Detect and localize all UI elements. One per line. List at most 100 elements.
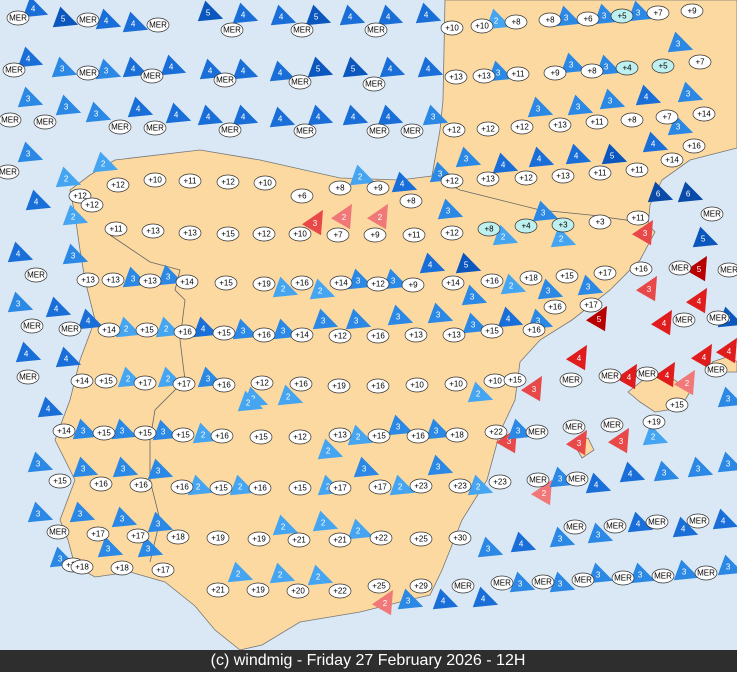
- wind-speed: 3: [104, 66, 109, 75]
- arrow-shape: [377, 104, 404, 126]
- arrow-shape: [419, 252, 446, 274]
- wind-speed: 3: [726, 562, 731, 571]
- wind-speed: 4: [241, 66, 246, 75]
- temp-oval: [588, 214, 612, 230]
- temp-label: MER: [143, 72, 161, 81]
- temp-label: +12: [445, 177, 459, 186]
- temp-oval: [585, 114, 609, 130]
- temp-oval: [46, 524, 70, 540]
- arrow-shape: [95, 58, 122, 80]
- temp-oval: [367, 578, 391, 594]
- wind-speed: 2: [356, 526, 361, 535]
- wind-speed: 5: [61, 14, 66, 23]
- wind-arrow: 3: [427, 454, 454, 476]
- wind-speed: 2: [201, 430, 206, 439]
- wind-speed: 6: [656, 189, 661, 198]
- temp-label: +9: [687, 7, 697, 16]
- wind-speed: 3: [431, 112, 436, 121]
- temp-oval: [559, 372, 583, 388]
- temp-oval: [20, 318, 44, 334]
- arrow-shape: [371, 589, 393, 616]
- temp-oval: [593, 265, 617, 281]
- temp-label: +16: [134, 481, 148, 490]
- temp-oval: [52, 423, 76, 439]
- temp-oval: [0, 164, 20, 180]
- wind-arrow: 4: [269, 60, 296, 82]
- wind-speed: 3: [696, 464, 701, 473]
- wind-speed: 3: [577, 439, 582, 448]
- temp-label: +10: [258, 179, 272, 188]
- wind-arrow: 2: [500, 273, 527, 295]
- wind-speed: 2: [358, 172, 363, 181]
- temp-label: +15: [485, 327, 499, 336]
- temp-label: +15: [670, 401, 684, 410]
- arrow-shape: [55, 166, 82, 188]
- wind-speed: 5: [697, 265, 702, 274]
- wind-speed: 3: [60, 64, 65, 73]
- temp-oval: [328, 427, 352, 443]
- temp-label: +18: [115, 564, 129, 573]
- arrow-shape: [619, 461, 646, 483]
- temp-oval: [611, 570, 635, 586]
- arrow-shape: [197, 104, 224, 126]
- wind-arrow: 3: [427, 302, 454, 324]
- arrow-shape: [232, 58, 259, 80]
- wind-speed: 3: [36, 459, 41, 468]
- arrow-shape: [85, 101, 112, 123]
- wind-speed: 4: [386, 12, 391, 21]
- temp-oval: [289, 376, 313, 392]
- temp-oval: [97, 322, 121, 338]
- arrow-shape: [301, 209, 323, 236]
- arrow-shape: [342, 56, 369, 78]
- temp-label: +15: [508, 376, 522, 385]
- arrow-shape: [653, 361, 675, 388]
- temp-label: +17: [373, 483, 387, 492]
- temp-oval: [288, 74, 312, 90]
- wind-arrow: 3: [147, 458, 174, 480]
- arrow-shape: [692, 226, 719, 248]
- wind-arrow: 4: [7, 241, 34, 263]
- wind-speed: 3: [438, 169, 443, 178]
- wind-arrow: 4: [232, 104, 259, 126]
- wind-speed: 4: [64, 354, 69, 363]
- temp-oval: [76, 12, 100, 28]
- wind-arrow: 4: [25, 189, 52, 211]
- arrow-shape: [45, 296, 72, 318]
- temp-oval: [531, 574, 555, 590]
- temp-label: +16: [485, 277, 499, 286]
- temp-oval: [369, 530, 393, 546]
- wind-arrow: 3: [635, 275, 657, 302]
- temp-label: +15: [97, 429, 111, 438]
- temp-label: +14: [697, 110, 711, 119]
- wind-speed: 4: [54, 304, 59, 313]
- wind-speed: 4: [278, 68, 283, 77]
- wind-speed: 3: [643, 229, 648, 238]
- wind-arrow: 4: [377, 4, 404, 26]
- wind-arrow: 4: [122, 11, 149, 33]
- temp-label: +14: [665, 156, 679, 165]
- temp-oval: [565, 471, 589, 487]
- temp-label: +4: [622, 64, 632, 73]
- temp-label: MER: [403, 127, 421, 136]
- arrow-shape: [500, 273, 527, 295]
- arrow-shape: [379, 56, 406, 78]
- temp-oval: [327, 378, 351, 394]
- wind-speed: 3: [516, 426, 521, 435]
- temp-oval: [588, 165, 612, 181]
- wind-arrow: 2: [269, 562, 296, 584]
- temp-label: +11: [110, 225, 124, 234]
- wind-arrow: 3: [72, 456, 99, 478]
- wind-speed: 3: [586, 282, 591, 291]
- wind-arrow: 2: [317, 438, 344, 460]
- temp-label: MER: [223, 26, 241, 35]
- arrow-shape: [550, 226, 577, 248]
- wind-speed: 4: [400, 179, 405, 188]
- temp-label: +16: [294, 380, 308, 389]
- temp-oval: [682, 138, 706, 154]
- temp-oval: [288, 226, 312, 242]
- temp-oval: [476, 171, 500, 187]
- temp-oval: [625, 162, 649, 178]
- wind-arrow: 4: [492, 152, 519, 174]
- temp-label: +13: [333, 431, 347, 440]
